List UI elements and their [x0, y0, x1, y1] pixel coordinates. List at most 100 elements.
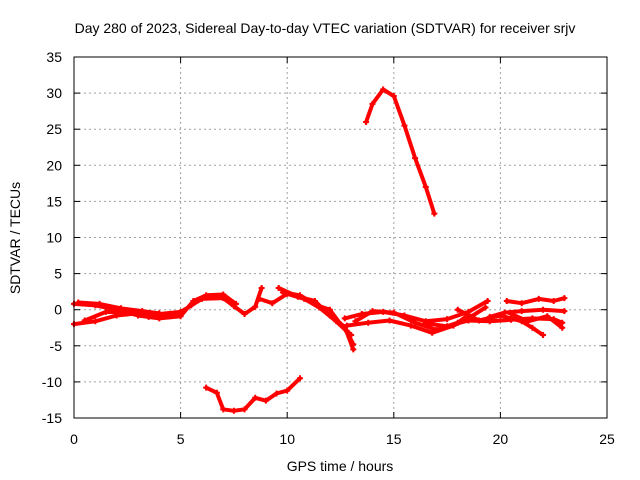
data-point: [177, 311, 184, 318]
data-point: [559, 319, 566, 326]
data-point: [275, 285, 282, 292]
data-point: [203, 384, 210, 391]
x-tick-label: 0: [70, 431, 78, 447]
data-point: [508, 311, 515, 318]
data-series: [71, 86, 568, 414]
data-point: [279, 289, 286, 296]
data-point: [326, 306, 333, 313]
series-line: [204, 376, 302, 413]
y-axis-label: SDTVAR / TECUs: [7, 182, 23, 294]
y-tick-label: 15: [46, 193, 62, 209]
data-point: [561, 295, 568, 302]
series-arc-d: [75, 299, 163, 317]
data-point: [535, 295, 542, 302]
series-arc-o: [486, 306, 568, 320]
data-point: [412, 319, 419, 326]
data-point: [363, 118, 370, 125]
data-point: [476, 317, 483, 324]
data-point: [365, 319, 372, 326]
data-point: [75, 299, 82, 306]
data-point: [518, 308, 525, 315]
data-point: [401, 122, 408, 129]
data-point: [484, 298, 491, 305]
data-point: [273, 390, 280, 397]
data-point: [220, 291, 227, 298]
data-point: [444, 323, 451, 330]
data-point: [256, 295, 263, 302]
data-point: [350, 346, 357, 353]
data-point: [407, 322, 414, 329]
data-point: [96, 300, 103, 307]
data-point: [412, 155, 419, 162]
data-point: [252, 303, 259, 310]
y-tick-label: -15: [42, 410, 62, 426]
y-tick-label: -10: [42, 374, 62, 390]
data-point: [230, 407, 237, 414]
data-point: [422, 320, 429, 327]
data-point: [544, 313, 551, 320]
data-point: [369, 308, 376, 315]
data-point: [220, 406, 227, 413]
data-point: [314, 302, 321, 309]
y-tick-label: 0: [54, 302, 62, 318]
series-arc-e: [203, 375, 303, 414]
data-point: [343, 322, 350, 329]
data-point: [444, 316, 451, 323]
data-point: [348, 331, 355, 338]
data-point: [284, 387, 291, 394]
data-point: [433, 326, 440, 333]
data-point: [139, 308, 146, 315]
data-point: [258, 285, 265, 292]
y-tick-label: 35: [46, 49, 62, 65]
data-point: [518, 300, 525, 307]
data-point: [241, 406, 248, 413]
data-point: [102, 308, 109, 315]
chart-title: Day 280 of 2023, Sidereal Day-to-day VTE…: [75, 20, 576, 36]
data-point: [525, 318, 532, 325]
data-point: [380, 86, 387, 93]
y-tick-label: 20: [46, 157, 62, 173]
data-point: [92, 318, 99, 325]
grid-lines: [74, 57, 607, 418]
data-point: [337, 321, 344, 328]
data-point: [341, 315, 348, 322]
x-tick-label: 15: [386, 431, 402, 447]
data-point: [422, 183, 429, 190]
y-tick-label: 5: [54, 266, 62, 282]
data-point: [166, 313, 173, 320]
y-tick-label: 30: [46, 85, 62, 101]
series-arc-h: [279, 289, 355, 338]
data-point: [529, 324, 536, 331]
data-point: [540, 306, 547, 313]
x-tick-label: 10: [279, 431, 295, 447]
data-point: [156, 310, 163, 317]
series-arc-l: [363, 86, 438, 217]
series-line: [364, 87, 437, 216]
data-point: [352, 318, 359, 325]
data-point: [262, 397, 269, 404]
x-tick-label: 25: [599, 431, 615, 447]
series-line: [455, 307, 545, 337]
data-point: [269, 300, 276, 307]
data-point: [296, 375, 303, 382]
data-point: [190, 298, 197, 305]
data-point: [561, 308, 568, 315]
data-point: [213, 389, 220, 396]
data-point: [454, 306, 461, 313]
axis-ticks: 0 5 10 15 20 25 -15 -10 -5 0 5 10 15 20 25 30 35: [42, 49, 615, 447]
y-tick-label: -5: [50, 338, 63, 354]
x-tick-label: 20: [493, 431, 509, 447]
series-arc-p: [503, 295, 568, 307]
data-point: [465, 317, 472, 324]
data-point: [296, 292, 303, 299]
data-point: [386, 317, 393, 324]
data-point: [145, 313, 152, 320]
data-point: [429, 329, 436, 336]
data-point: [203, 292, 210, 299]
y-tick-label: 10: [46, 230, 62, 246]
x-axis-label: GPS time / hours: [287, 458, 394, 474]
data-point: [241, 311, 248, 318]
data-point: [390, 309, 397, 316]
data-point: [233, 300, 240, 307]
